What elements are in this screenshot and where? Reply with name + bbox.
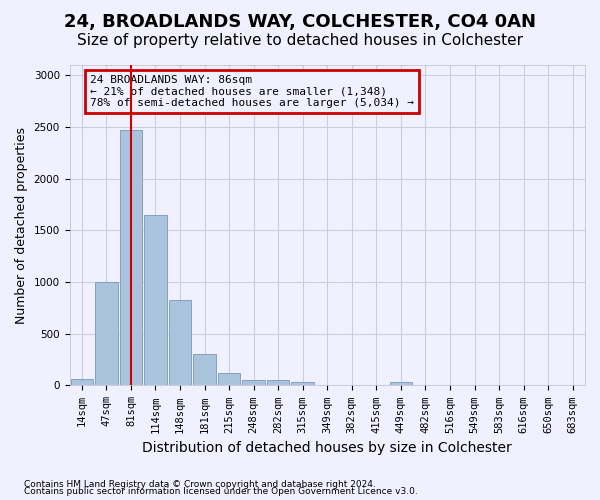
Bar [169, 300, 191, 386]
Bar [292, 382, 314, 386]
Text: Contains public sector information licensed under the Open Government Licence v3: Contains public sector information licen… [24, 487, 418, 496]
Y-axis label: Number of detached properties: Number of detached properties [15, 126, 28, 324]
Text: 24, BROADLANDS WAY, COLCHESTER, CO4 0AN: 24, BROADLANDS WAY, COLCHESTER, CO4 0AN [64, 12, 536, 30]
X-axis label: Distribution of detached houses by size in Colchester: Distribution of detached houses by size … [142, 441, 512, 455]
Bar [218, 372, 241, 386]
Bar [71, 379, 93, 386]
Bar [119, 130, 142, 386]
Bar [267, 380, 289, 386]
Text: 24 BROADLANDS WAY: 86sqm
← 21% of detached houses are smaller (1,348)
78% of sem: 24 BROADLANDS WAY: 86sqm ← 21% of detach… [90, 74, 414, 108]
Bar [144, 215, 167, 386]
Bar [193, 354, 216, 386]
Text: Size of property relative to detached houses in Colchester: Size of property relative to detached ho… [77, 32, 523, 48]
Text: Contains HM Land Registry data © Crown copyright and database right 2024.: Contains HM Land Registry data © Crown c… [24, 480, 376, 489]
Bar [242, 380, 265, 386]
Bar [389, 382, 412, 386]
Bar [95, 282, 118, 386]
